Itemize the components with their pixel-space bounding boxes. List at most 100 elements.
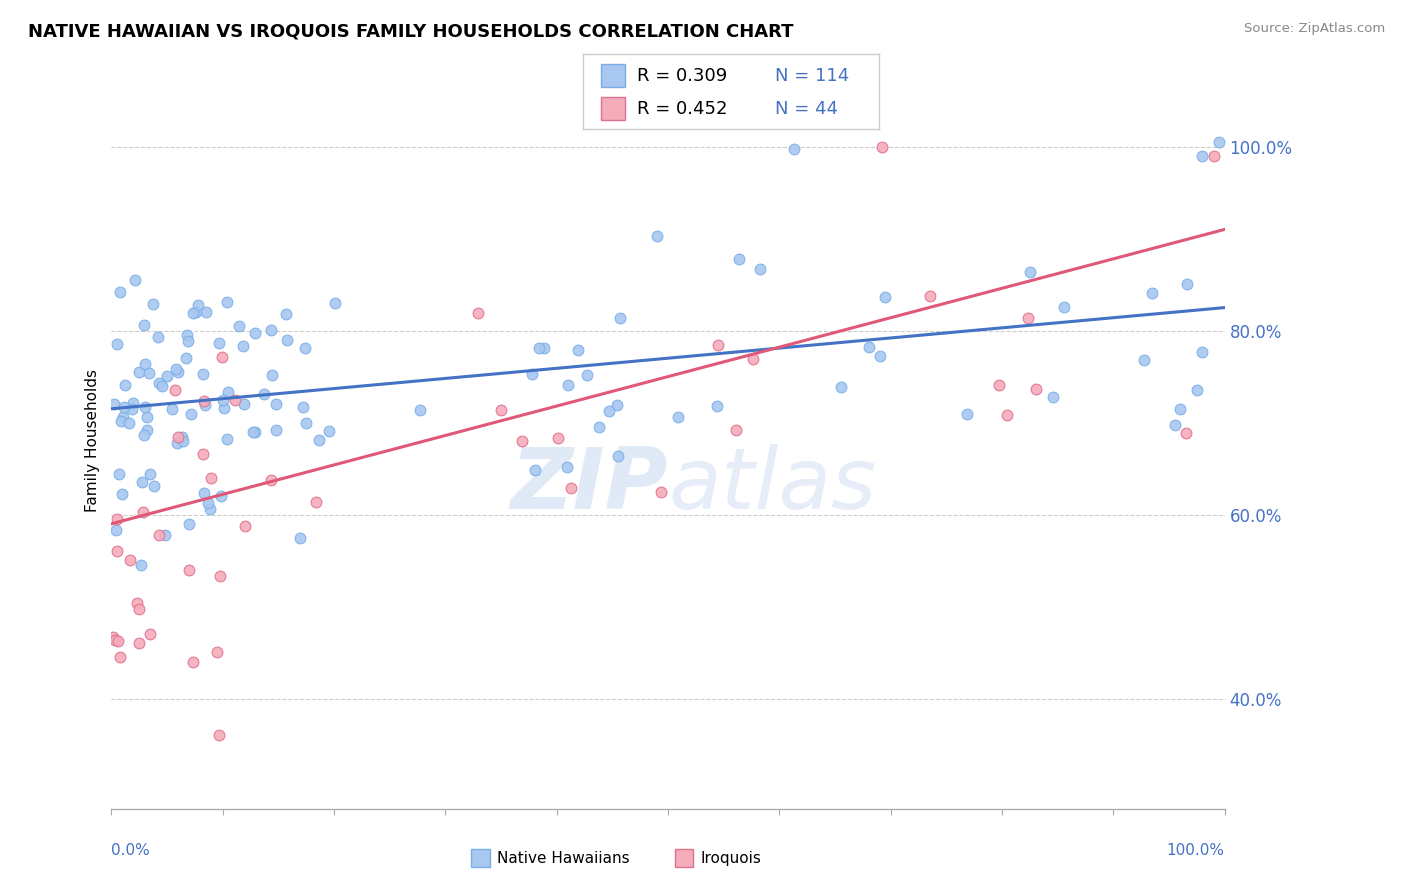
Point [524,462,547,476]
Text: N = 44: N = 44 [776,100,838,118]
Point [547,431,569,445]
Point [191,368,214,382]
Point [253,386,276,401]
Point [1017,310,1039,325]
Point [150,379,173,393]
Point [598,404,620,418]
Point [209,489,232,503]
Point [139,467,162,481]
Point [467,306,489,320]
Point [117,416,139,430]
Point [176,327,198,342]
Point [1191,345,1213,359]
Point [200,502,222,516]
FancyBboxPatch shape [602,64,624,87]
Point [1175,426,1198,441]
Point [153,528,176,542]
Point [134,400,156,414]
Point [177,334,200,348]
Point [170,430,193,444]
Point [650,484,672,499]
Point [290,531,312,545]
Text: R = 0.309: R = 0.309 [637,67,727,85]
Point [131,475,153,489]
Point [112,400,135,414]
Point [873,290,896,304]
Point [1185,383,1208,397]
Point [107,633,129,648]
Point [728,252,751,266]
Point [134,357,156,371]
Point [208,728,231,742]
Point [1053,300,1076,314]
Point [264,423,287,437]
Point [110,414,132,428]
Text: Native Hawaiians: Native Hawaiians [496,851,628,865]
FancyBboxPatch shape [602,97,624,120]
Text: N = 114: N = 114 [776,67,849,85]
Point [606,398,628,412]
Point [995,408,1018,422]
Point [260,323,283,337]
Point [136,423,159,437]
Point [215,432,238,446]
Point [208,569,231,583]
Point [156,369,179,384]
Point [105,512,128,526]
Point [242,425,264,439]
Point [128,602,150,616]
Y-axis label: Family Households: Family Households [86,369,100,513]
Point [560,481,582,495]
Point [918,289,941,303]
Point [180,407,202,421]
Point [1202,149,1225,163]
Point [132,428,155,442]
Point [194,305,217,319]
Point [555,459,578,474]
Point [207,645,229,659]
Point [1025,382,1047,396]
Point [308,433,330,447]
Point [323,295,346,310]
Point [956,407,979,421]
Point [184,305,207,319]
Point [129,558,152,573]
Point [108,467,131,481]
Point [177,563,200,577]
Point [510,434,533,448]
Point [146,330,169,344]
Point [148,376,170,390]
Point [232,339,254,353]
Point [869,349,891,363]
Text: Source: ZipAtlas.com: Source: ZipAtlas.com [1244,22,1385,36]
Point [276,334,298,348]
Point [211,350,233,364]
Point [193,486,215,500]
Point [165,362,187,376]
Text: atlas: atlas [668,443,876,526]
Point [1140,286,1163,301]
Point [1042,390,1064,404]
Point [143,479,166,493]
Point [179,516,201,531]
Point [212,401,235,415]
Point [489,403,512,417]
Point [264,397,287,411]
Text: Iroquois: Iroquois [700,851,761,865]
Point [110,650,132,665]
Point [260,473,283,487]
Text: ZIP: ZIP [510,443,668,526]
Point [409,402,432,417]
Point [567,343,589,358]
Point [217,384,239,399]
Point [167,366,190,380]
Point [118,553,141,567]
Point [200,471,222,485]
Point [304,495,326,509]
Point [668,409,690,424]
Point [245,326,267,341]
Point [212,392,235,407]
Point [830,380,852,394]
Point [224,393,246,408]
Point [197,496,219,510]
